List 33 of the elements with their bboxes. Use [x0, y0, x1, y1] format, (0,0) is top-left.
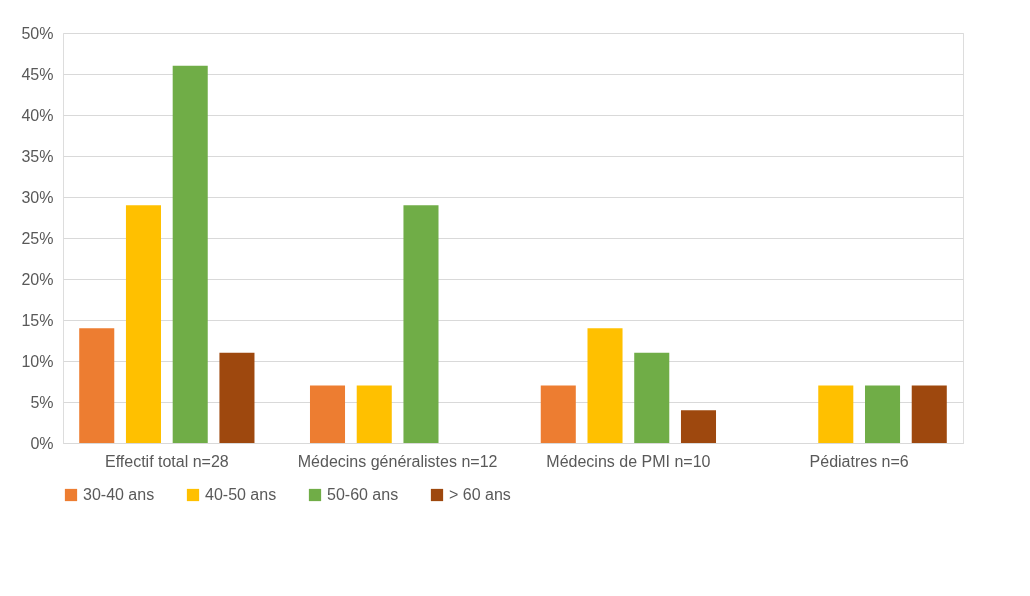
y-tick-label: 50% — [21, 24, 54, 42]
y-tick-label: 45% — [21, 65, 54, 83]
y-tick-label: 35% — [21, 147, 54, 165]
bar — [356, 385, 392, 443]
bar — [587, 328, 623, 443]
x-tick-label: Médecins généralistes n=12 — [297, 452, 498, 470]
bar — [79, 328, 115, 443]
bar — [172, 65, 208, 443]
x-tick-label: Médecins de PMI n=10 — [546, 452, 711, 470]
bar — [680, 410, 717, 443]
legend-label: 50-60 ans — [327, 486, 399, 503]
legend-label: 30-40 ans — [83, 486, 155, 503]
y-tick-label: 40% — [21, 106, 54, 124]
y-tick-label: 5% — [30, 393, 54, 411]
bar — [309, 385, 346, 443]
y-tick-label: 20% — [21, 270, 54, 288]
y-tick-label: 30% — [21, 188, 54, 206]
bar — [540, 385, 576, 443]
y-tick-label: 0% — [30, 434, 54, 452]
x-tick-label: Effectif total n=28 — [104, 452, 229, 470]
bar — [219, 352, 255, 443]
bar — [818, 385, 854, 443]
bar — [403, 205, 439, 443]
bar — [911, 385, 947, 443]
bar — [634, 352, 670, 443]
bar — [125, 205, 161, 443]
legend-label: > 60 ans — [449, 486, 511, 503]
y-tick-label: 10% — [21, 352, 54, 370]
legend-label: 40-50 ans — [205, 486, 277, 503]
y-tick-label: 25% — [21, 229, 54, 247]
x-tick-label: Pédiatres n=6 — [809, 452, 909, 470]
y-tick-label: 15% — [21, 311, 54, 329]
bar — [865, 385, 901, 443]
